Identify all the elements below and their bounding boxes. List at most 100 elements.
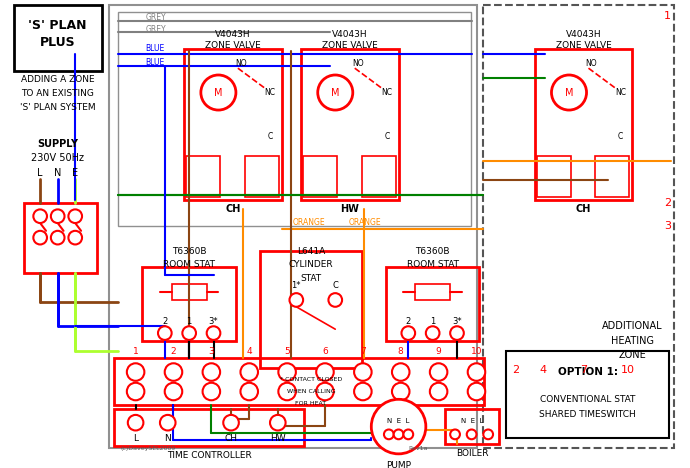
Text: N  E  L: N E L [387,418,410,424]
Circle shape [483,430,493,439]
Circle shape [158,326,172,340]
Text: M: M [214,88,223,97]
Circle shape [404,430,413,439]
Text: NC: NC [382,88,393,97]
Circle shape [68,231,82,244]
Circle shape [203,383,220,400]
Text: ZONE VALVE: ZONE VALVE [205,41,261,50]
Bar [362,156,395,197]
Circle shape [128,415,144,431]
Circle shape [450,430,460,439]
Bar [483,5,674,448]
Text: ROOM STAT: ROOM STAT [406,260,459,270]
Circle shape [402,326,415,340]
Circle shape [392,383,409,400]
Text: 10: 10 [620,365,634,375]
Circle shape [430,383,447,400]
Text: E: E [72,168,78,178]
Circle shape [551,75,586,110]
Text: 2: 2 [406,317,411,326]
Circle shape [466,430,477,439]
Circle shape [203,363,220,381]
Text: 'S' PLAN: 'S' PLAN [28,19,87,32]
Text: L: L [37,168,43,178]
Text: CH: CH [226,205,241,214]
Circle shape [127,383,144,400]
Bar [172,285,207,300]
Bar [245,156,279,197]
Text: BOILER: BOILER [456,449,489,458]
Text: 2: 2 [512,365,519,375]
Text: * CONTACT CLOSED: * CONTACT CLOSED [279,377,342,382]
Bar [109,5,477,448]
Bar [186,156,220,197]
Circle shape [278,383,296,400]
Circle shape [51,209,64,223]
Text: T6360B: T6360B [415,247,450,256]
Text: HEATING: HEATING [611,336,654,346]
Text: 4: 4 [246,347,252,356]
Text: Rev1a: Rev1a [408,446,428,451]
Circle shape [33,231,47,244]
Text: ADDING A ZONE: ADDING A ZONE [21,75,95,84]
Circle shape [392,363,409,381]
Text: 3: 3 [208,347,214,356]
Text: HW: HW [270,434,286,443]
Bar [506,351,669,438]
Text: 230V 50Hz: 230V 50Hz [31,153,84,163]
Text: T6360B: T6360B [172,247,206,256]
Text: ZONE VALVE: ZONE VALVE [555,41,611,50]
Text: V4043H: V4043H [332,29,368,38]
Text: 3*: 3* [452,317,462,326]
Text: N  E  L: N E L [461,418,484,424]
Text: PLUS: PLUS [40,37,75,49]
Circle shape [165,363,182,381]
Text: WHEN CALLING: WHEN CALLING [286,389,335,394]
Text: C: C [618,132,623,141]
Circle shape [426,326,440,340]
Circle shape [394,430,404,439]
Text: ZONE: ZONE [618,350,646,359]
Text: M: M [331,88,339,97]
Text: 10: 10 [471,347,482,356]
Bar [445,409,499,444]
Text: 'S' PLAN SYSTEM: 'S' PLAN SYSTEM [20,102,95,112]
Circle shape [450,326,464,340]
Text: V4043H: V4043H [215,29,250,38]
Text: FOR HEAT: FOR HEAT [295,401,326,406]
Circle shape [468,383,485,400]
Text: NO: NO [235,59,246,68]
Bar [14,5,101,71]
Bar [23,203,97,273]
Text: 6: 6 [322,347,328,356]
Text: CH: CH [576,205,591,214]
Text: 7: 7 [580,365,587,375]
Text: NC: NC [615,88,626,97]
Text: C: C [333,281,338,290]
Text: ADDITIONAL: ADDITIONAL [602,321,662,331]
Bar [595,156,629,197]
Text: L641A: L641A [297,247,325,256]
Text: SUPPLY: SUPPLY [37,139,78,149]
Text: 7: 7 [360,347,366,356]
Bar [114,358,484,405]
Bar [118,12,471,226]
Circle shape [316,383,334,400]
Text: CYLINDER: CYLINDER [288,260,333,270]
Text: SHARED TIMESWITCH: SHARED TIMESWITCH [539,410,636,419]
Text: ORANGE: ORANGE [348,218,381,227]
Circle shape [240,363,258,381]
Text: 1*: 1* [292,281,301,290]
Circle shape [68,209,82,223]
Text: 5: 5 [284,347,290,356]
Bar [184,49,282,200]
Text: STAT: STAT [300,274,322,283]
Circle shape [354,363,372,381]
Circle shape [207,326,220,340]
Bar [142,267,236,341]
Circle shape [224,415,239,431]
Text: GREY: GREY [146,13,166,22]
Text: TO AN EXISTING: TO AN EXISTING [21,89,94,98]
Text: ROOM STAT: ROOM STAT [163,260,215,270]
Text: 2: 2 [170,347,176,356]
